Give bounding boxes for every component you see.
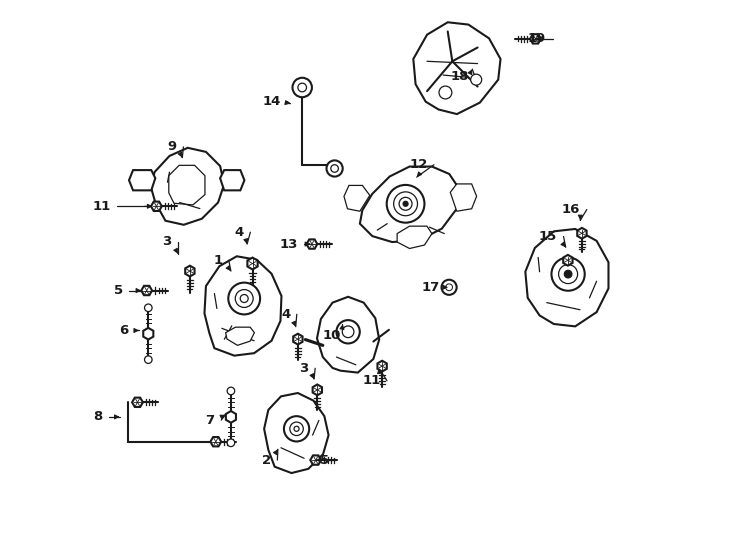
Polygon shape <box>211 437 221 447</box>
Circle shape <box>228 282 260 314</box>
Text: 6: 6 <box>119 324 128 337</box>
Polygon shape <box>132 397 143 407</box>
Polygon shape <box>293 334 302 345</box>
Circle shape <box>227 387 235 395</box>
Polygon shape <box>450 184 476 211</box>
Circle shape <box>327 160 343 177</box>
Polygon shape <box>264 393 329 473</box>
Circle shape <box>403 201 408 206</box>
Text: 18: 18 <box>450 70 468 83</box>
Polygon shape <box>220 170 244 190</box>
Text: 19: 19 <box>528 32 546 45</box>
Polygon shape <box>205 256 281 356</box>
Text: 2: 2 <box>262 454 271 467</box>
Polygon shape <box>530 34 541 44</box>
Text: 17: 17 <box>421 281 440 294</box>
Text: 11: 11 <box>92 200 111 213</box>
Polygon shape <box>225 327 255 346</box>
Text: 1: 1 <box>213 254 222 267</box>
Circle shape <box>292 78 312 97</box>
Polygon shape <box>141 286 152 295</box>
Text: 16: 16 <box>562 203 581 216</box>
Text: 3: 3 <box>299 362 309 375</box>
Circle shape <box>439 86 452 99</box>
Text: 15: 15 <box>539 230 557 243</box>
Polygon shape <box>307 239 317 249</box>
Circle shape <box>551 258 585 291</box>
Text: 8: 8 <box>93 410 103 423</box>
Text: 3: 3 <box>162 235 172 248</box>
Text: 5: 5 <box>320 454 330 467</box>
Circle shape <box>387 185 424 222</box>
Polygon shape <box>563 255 573 266</box>
Text: 4: 4 <box>281 308 291 321</box>
Text: 10: 10 <box>323 329 341 342</box>
Circle shape <box>564 271 572 278</box>
Circle shape <box>336 320 360 343</box>
Polygon shape <box>129 170 156 190</box>
Circle shape <box>145 304 152 312</box>
Polygon shape <box>317 297 379 373</box>
Polygon shape <box>151 148 224 225</box>
Polygon shape <box>310 455 321 465</box>
Polygon shape <box>360 166 459 242</box>
Polygon shape <box>344 185 370 211</box>
Text: 9: 9 <box>168 140 177 153</box>
Text: 11: 11 <box>363 374 380 387</box>
Polygon shape <box>577 228 586 239</box>
Polygon shape <box>151 201 161 211</box>
Polygon shape <box>313 384 322 395</box>
Circle shape <box>470 74 482 85</box>
Text: 13: 13 <box>280 238 298 251</box>
Polygon shape <box>377 361 387 372</box>
Polygon shape <box>526 229 608 326</box>
Polygon shape <box>397 226 432 248</box>
Polygon shape <box>413 22 501 114</box>
Polygon shape <box>185 266 195 276</box>
Text: 5: 5 <box>114 284 123 297</box>
Polygon shape <box>143 328 153 340</box>
Circle shape <box>284 416 309 442</box>
Text: 12: 12 <box>410 158 427 171</box>
Polygon shape <box>226 411 236 423</box>
Text: 14: 14 <box>262 95 280 108</box>
Polygon shape <box>247 258 258 269</box>
Text: 4: 4 <box>235 226 244 239</box>
Circle shape <box>145 356 152 363</box>
Text: 7: 7 <box>206 414 215 427</box>
Circle shape <box>227 439 235 447</box>
Circle shape <box>442 280 457 295</box>
